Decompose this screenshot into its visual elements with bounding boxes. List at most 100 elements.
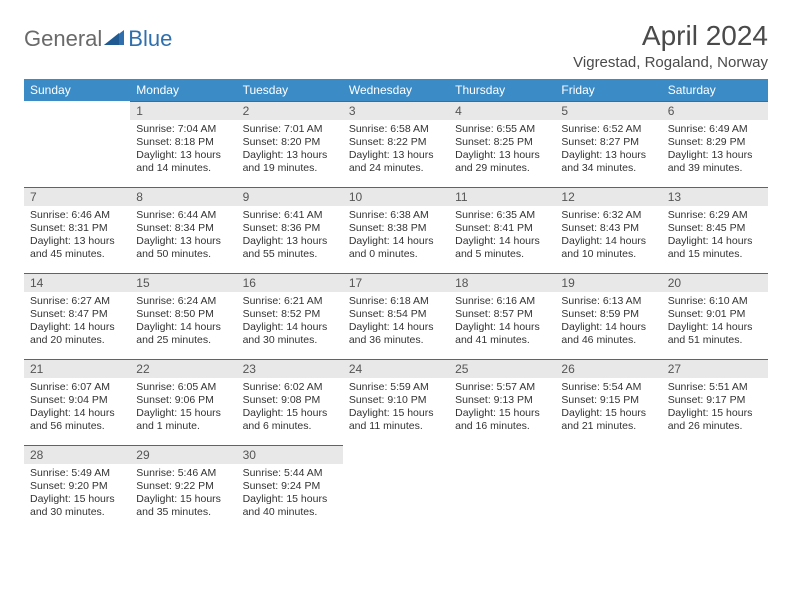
- day-content: Sunrise: 5:51 AMSunset: 9:17 PMDaylight:…: [662, 378, 768, 438]
- weekday-header: Monday: [130, 79, 236, 101]
- calendar-row: 14Sunrise: 6:27 AMSunset: 8:47 PMDayligh…: [24, 273, 768, 359]
- day-content: Sunrise: 5:46 AMSunset: 9:22 PMDaylight:…: [130, 464, 236, 524]
- calendar-cell: 26Sunrise: 5:54 AMSunset: 9:15 PMDayligh…: [555, 359, 661, 445]
- day-content: Sunrise: 6:32 AMSunset: 8:43 PMDaylight:…: [555, 206, 661, 266]
- calendar-cell: 8Sunrise: 6:44 AMSunset: 8:34 PMDaylight…: [130, 187, 236, 273]
- day-number: 24: [343, 359, 449, 378]
- calendar-cell: [343, 445, 449, 531]
- day-content: Sunrise: 6:24 AMSunset: 8:50 PMDaylight:…: [130, 292, 236, 352]
- weekday-header: Wednesday: [343, 79, 449, 101]
- day-content: Sunrise: 6:16 AMSunset: 8:57 PMDaylight:…: [449, 292, 555, 352]
- day-content: Sunrise: 5:59 AMSunset: 9:10 PMDaylight:…: [343, 378, 449, 438]
- day-content: Sunrise: 6:13 AMSunset: 8:59 PMDaylight:…: [555, 292, 661, 352]
- day-content: Sunrise: 5:57 AMSunset: 9:13 PMDaylight:…: [449, 378, 555, 438]
- calendar-cell: 14Sunrise: 6:27 AMSunset: 8:47 PMDayligh…: [24, 273, 130, 359]
- calendar-cell: 30Sunrise: 5:44 AMSunset: 9:24 PMDayligh…: [237, 445, 343, 531]
- day-content: Sunrise: 5:54 AMSunset: 9:15 PMDaylight:…: [555, 378, 661, 438]
- day-content: Sunrise: 6:21 AMSunset: 8:52 PMDaylight:…: [237, 292, 343, 352]
- calendar-cell: 23Sunrise: 6:02 AMSunset: 9:08 PMDayligh…: [237, 359, 343, 445]
- day-number: 13: [662, 187, 768, 206]
- day-content: Sunrise: 7:01 AMSunset: 8:20 PMDaylight:…: [237, 120, 343, 180]
- day-number: 5: [555, 101, 661, 120]
- logo-text-general: General: [24, 26, 102, 52]
- day-number: 11: [449, 187, 555, 206]
- weekday-header: Tuesday: [237, 79, 343, 101]
- calendar-cell: 11Sunrise: 6:35 AMSunset: 8:41 PMDayligh…: [449, 187, 555, 273]
- day-number: 4: [449, 101, 555, 120]
- calendar-cell: 5Sunrise: 6:52 AMSunset: 8:27 PMDaylight…: [555, 101, 661, 187]
- day-number: 1: [130, 101, 236, 120]
- day-number: 15: [130, 273, 236, 292]
- day-number: 30: [237, 445, 343, 464]
- calendar-cell: 21Sunrise: 6:07 AMSunset: 9:04 PMDayligh…: [24, 359, 130, 445]
- calendar-cell: [662, 445, 768, 531]
- day-number: 16: [237, 273, 343, 292]
- calendar-cell: 25Sunrise: 5:57 AMSunset: 9:13 PMDayligh…: [449, 359, 555, 445]
- title-block: April 2024 Vigrestad, Rogaland, Norway: [573, 20, 768, 71]
- calendar-cell: 22Sunrise: 6:05 AMSunset: 9:06 PMDayligh…: [130, 359, 236, 445]
- day-content: Sunrise: 6:46 AMSunset: 8:31 PMDaylight:…: [24, 206, 130, 266]
- day-number: 29: [130, 445, 236, 464]
- calendar-cell: 9Sunrise: 6:41 AMSunset: 8:36 PMDaylight…: [237, 187, 343, 273]
- logo-triangle-icon: [104, 28, 126, 51]
- calendar-cell: 3Sunrise: 6:58 AMSunset: 8:22 PMDaylight…: [343, 101, 449, 187]
- calendar-cell: 19Sunrise: 6:13 AMSunset: 8:59 PMDayligh…: [555, 273, 661, 359]
- calendar-cell: 13Sunrise: 6:29 AMSunset: 8:45 PMDayligh…: [662, 187, 768, 273]
- day-number: 7: [24, 187, 130, 206]
- weekday-header: Sunday: [24, 79, 130, 101]
- day-content: Sunrise: 6:29 AMSunset: 8:45 PMDaylight:…: [662, 206, 768, 266]
- calendar-table: SundayMondayTuesdayWednesdayThursdayFrid…: [24, 79, 768, 531]
- day-content: Sunrise: 6:10 AMSunset: 9:01 PMDaylight:…: [662, 292, 768, 352]
- calendar-cell: [449, 445, 555, 531]
- day-number: 20: [662, 273, 768, 292]
- calendar-cell: 2Sunrise: 7:01 AMSunset: 8:20 PMDaylight…: [237, 101, 343, 187]
- day-number: 26: [555, 359, 661, 378]
- calendar-cell: 17Sunrise: 6:18 AMSunset: 8:54 PMDayligh…: [343, 273, 449, 359]
- calendar-cell: 12Sunrise: 6:32 AMSunset: 8:43 PMDayligh…: [555, 187, 661, 273]
- logo-text-blue: Blue: [128, 26, 172, 52]
- calendar-cell: 4Sunrise: 6:55 AMSunset: 8:25 PMDaylight…: [449, 101, 555, 187]
- calendar-cell: 15Sunrise: 6:24 AMSunset: 8:50 PMDayligh…: [130, 273, 236, 359]
- day-content: Sunrise: 5:44 AMSunset: 9:24 PMDaylight:…: [237, 464, 343, 524]
- weekday-header: Saturday: [662, 79, 768, 101]
- day-content: Sunrise: 6:41 AMSunset: 8:36 PMDaylight:…: [237, 206, 343, 266]
- calendar-cell: 10Sunrise: 6:38 AMSunset: 8:38 PMDayligh…: [343, 187, 449, 273]
- day-number: 19: [555, 273, 661, 292]
- day-content: Sunrise: 7:04 AMSunset: 8:18 PMDaylight:…: [130, 120, 236, 180]
- day-number: 2: [237, 101, 343, 120]
- calendar-row: 1Sunrise: 7:04 AMSunset: 8:18 PMDaylight…: [24, 101, 768, 187]
- day-content: Sunrise: 6:58 AMSunset: 8:22 PMDaylight:…: [343, 120, 449, 180]
- day-content: Sunrise: 6:38 AMSunset: 8:38 PMDaylight:…: [343, 206, 449, 266]
- day-number: 14: [24, 273, 130, 292]
- day-number: 3: [343, 101, 449, 120]
- day-number: 10: [343, 187, 449, 206]
- day-content: Sunrise: 6:44 AMSunset: 8:34 PMDaylight:…: [130, 206, 236, 266]
- day-number: 12: [555, 187, 661, 206]
- calendar-cell: 1Sunrise: 7:04 AMSunset: 8:18 PMDaylight…: [130, 101, 236, 187]
- calendar-cell: 6Sunrise: 6:49 AMSunset: 8:29 PMDaylight…: [662, 101, 768, 187]
- day-number: 28: [24, 445, 130, 464]
- day-number: 9: [237, 187, 343, 206]
- calendar-cell: [555, 445, 661, 531]
- location: Vigrestad, Rogaland, Norway: [573, 54, 768, 71]
- day-number: 6: [662, 101, 768, 120]
- day-number: 25: [449, 359, 555, 378]
- day-content: Sunrise: 6:18 AMSunset: 8:54 PMDaylight:…: [343, 292, 449, 352]
- calendar-cell: 24Sunrise: 5:59 AMSunset: 9:10 PMDayligh…: [343, 359, 449, 445]
- calendar-body: 1Sunrise: 7:04 AMSunset: 8:18 PMDaylight…: [24, 101, 768, 531]
- calendar-cell: 27Sunrise: 5:51 AMSunset: 9:17 PMDayligh…: [662, 359, 768, 445]
- day-number: 18: [449, 273, 555, 292]
- day-content: Sunrise: 5:49 AMSunset: 9:20 PMDaylight:…: [24, 464, 130, 524]
- calendar-row: 7Sunrise: 6:46 AMSunset: 8:31 PMDaylight…: [24, 187, 768, 273]
- day-content: Sunrise: 6:05 AMSunset: 9:06 PMDaylight:…: [130, 378, 236, 438]
- day-number: 17: [343, 273, 449, 292]
- header: General Blue April 2024 Vigrestad, Rogal…: [24, 20, 768, 71]
- weekday-header: Friday: [555, 79, 661, 101]
- calendar-cell: 29Sunrise: 5:46 AMSunset: 9:22 PMDayligh…: [130, 445, 236, 531]
- day-number: 23: [237, 359, 343, 378]
- day-content: Sunrise: 6:52 AMSunset: 8:27 PMDaylight:…: [555, 120, 661, 180]
- calendar-cell: 28Sunrise: 5:49 AMSunset: 9:20 PMDayligh…: [24, 445, 130, 531]
- day-number: 8: [130, 187, 236, 206]
- calendar-cell: 18Sunrise: 6:16 AMSunset: 8:57 PMDayligh…: [449, 273, 555, 359]
- weekday-header: Thursday: [449, 79, 555, 101]
